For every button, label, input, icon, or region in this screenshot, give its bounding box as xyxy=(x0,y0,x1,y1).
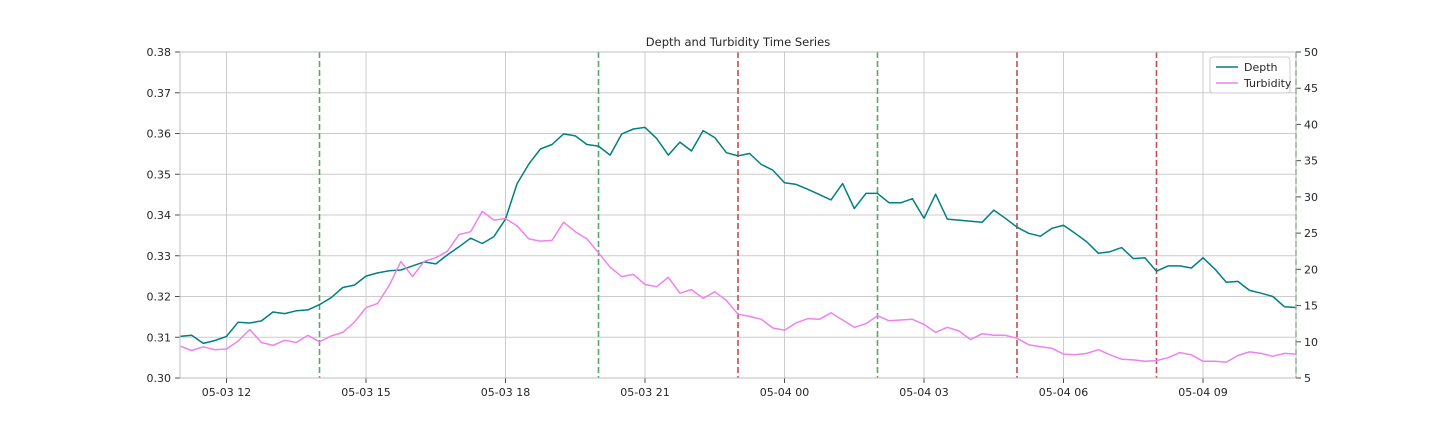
x-tick-label: 05-03 21 xyxy=(620,386,669,399)
y-right-tick-label: 5 xyxy=(1304,372,1311,385)
y-left-tick-label: 0.35 xyxy=(147,168,172,181)
x-tick-label: 05-04 00 xyxy=(760,386,809,399)
y-left-tick-label: 0.34 xyxy=(147,209,172,222)
chart-title: Depth and Turbidity Time Series xyxy=(646,35,830,49)
legend: Depth Turbidity xyxy=(1209,56,1292,94)
x-tick-label: 05-03 12 xyxy=(202,386,251,399)
x-tick-label: 05-03 18 xyxy=(481,386,530,399)
y-right-tick-label: 20 xyxy=(1304,263,1318,276)
legend-box xyxy=(1209,56,1291,94)
series-line-turbidity xyxy=(179,210,1297,363)
y-left-tick-label: 0.32 xyxy=(147,291,172,304)
x-tick-label: 05-04 09 xyxy=(1178,386,1227,399)
x-tick-label: 05-04 06 xyxy=(1039,386,1088,399)
y-left-tick-label: 0.31 xyxy=(147,331,172,344)
y-right-tick-label: 40 xyxy=(1304,118,1318,131)
x-tick-label: 05-04 03 xyxy=(899,386,948,399)
y-right-tick-label: 45 xyxy=(1304,82,1318,95)
y-left-tick-label: 0.36 xyxy=(147,128,172,141)
legend-label: Depth xyxy=(1244,61,1278,74)
axes: 0.30 0.31 0.32 0.33 0.34 0.35 0.36 0.37 0.38 5 10 1… xyxy=(147,46,1319,399)
y-left-tick-label: 0.38 xyxy=(147,46,172,59)
y-right-tick-label: 30 xyxy=(1304,191,1318,204)
y-right-tick-label: 10 xyxy=(1304,336,1318,349)
x-tick-label: 05-03 15 xyxy=(341,386,390,399)
y-right-tick-label: 15 xyxy=(1304,300,1318,313)
y-right-tick-label: 35 xyxy=(1304,155,1318,168)
y-left-tick-label: 0.37 xyxy=(147,87,172,100)
y-left-tick-label: 0.33 xyxy=(147,250,172,263)
y-left-tick-label: 0.30 xyxy=(147,372,172,385)
legend-label: Turbidity xyxy=(1243,77,1292,90)
y-right-tick-label: 25 xyxy=(1304,227,1318,240)
series xyxy=(179,126,1297,363)
series-line-depth xyxy=(179,126,1297,345)
y-right-tick-label: 50 xyxy=(1304,46,1318,59)
